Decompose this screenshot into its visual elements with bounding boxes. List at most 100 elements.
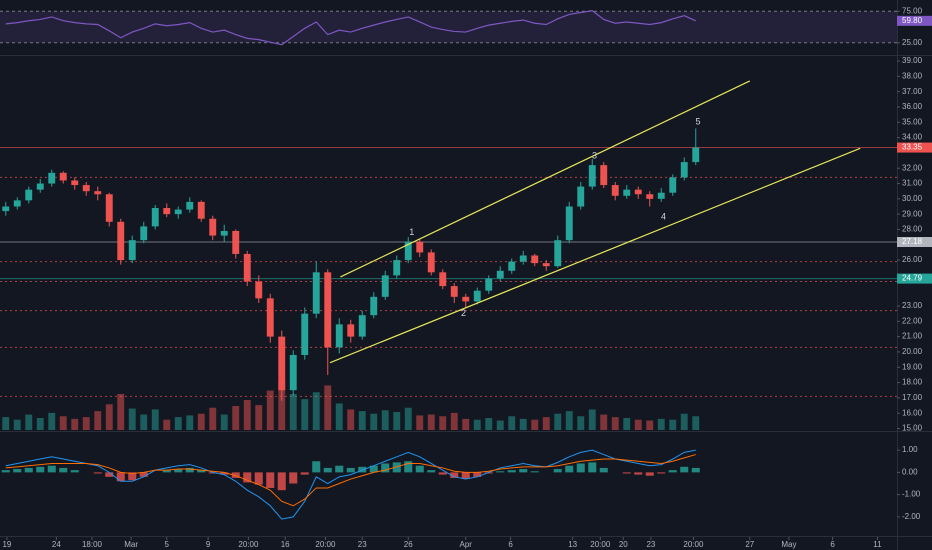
histogram-bar xyxy=(346,467,355,473)
x-tick-label: 20:00 xyxy=(315,540,336,549)
histogram-bar xyxy=(208,472,217,474)
candle-body xyxy=(669,177,677,193)
histogram-bar xyxy=(565,465,574,473)
histogram-bar xyxy=(369,465,378,473)
histogram-bar xyxy=(220,472,229,475)
histogram-bar xyxy=(392,462,401,473)
candle-body xyxy=(151,208,159,227)
histogram-bar xyxy=(174,469,183,473)
volume-bar xyxy=(565,411,573,430)
y-tick-label: 36.00 xyxy=(902,102,923,111)
y-tick-label: 16.00 xyxy=(902,408,923,417)
volume-bar xyxy=(94,411,102,430)
volume-bar xyxy=(531,419,539,430)
histogram-bar xyxy=(634,472,643,475)
candle-body xyxy=(174,209,182,215)
candle-body xyxy=(588,165,596,187)
volume-bar xyxy=(289,394,297,430)
candle-body xyxy=(370,296,378,316)
y-tick-label: 75.00 xyxy=(902,6,923,15)
histogram-bar xyxy=(24,467,33,473)
candle-body xyxy=(473,290,481,302)
volume-bar xyxy=(381,410,389,430)
y-tick-label: 31.00 xyxy=(902,179,923,188)
histogram-bar xyxy=(427,470,436,473)
histogram-bar xyxy=(450,472,459,478)
candle-body xyxy=(450,286,458,297)
histogram-bar xyxy=(461,472,470,480)
histogram-bar xyxy=(70,470,79,473)
candle-body xyxy=(324,272,332,348)
candle-body xyxy=(94,191,102,195)
candle-body xyxy=(347,324,355,337)
volume-bar xyxy=(105,404,113,430)
rsi-line xyxy=(5,10,696,46)
candle-body xyxy=(243,253,251,282)
volume-bar xyxy=(324,385,332,430)
candle-body xyxy=(508,261,516,271)
y-tick-label: 30.00 xyxy=(902,194,923,203)
histogram-bar xyxy=(231,472,240,478)
x-tick-label: 13 xyxy=(568,540,577,549)
y-tick-label: 25.00 xyxy=(902,38,923,47)
histogram-bar xyxy=(116,472,125,482)
histogram-bar xyxy=(254,472,263,485)
volume-bar xyxy=(473,419,481,430)
candle-body xyxy=(335,324,343,348)
volume-bar xyxy=(485,418,493,430)
volume-bar xyxy=(209,407,217,430)
candle-body xyxy=(186,201,194,210)
macd-line xyxy=(5,449,696,520)
histogram-bar xyxy=(197,470,206,473)
x-tick-label: 11 xyxy=(873,540,882,549)
price-tag xyxy=(897,237,932,248)
histogram-bar xyxy=(47,465,56,473)
candle-body xyxy=(289,354,297,391)
trendline xyxy=(329,147,861,364)
y-tick-label: 26.00 xyxy=(902,255,923,264)
volume-bar xyxy=(600,414,608,430)
candle-body xyxy=(59,172,67,181)
volume-bar xyxy=(416,415,424,430)
candle-body xyxy=(577,186,585,207)
histogram-bar xyxy=(415,465,424,473)
histogram-bar xyxy=(36,466,45,473)
candle-body xyxy=(646,194,654,199)
y-tick-label: 37.00 xyxy=(902,87,923,96)
candle-body xyxy=(25,189,33,201)
x-tick-label: 20:00 xyxy=(683,540,704,549)
y-tick-label: -2.00 xyxy=(902,512,921,521)
y-tick-label: 15.00 xyxy=(902,424,923,433)
y-tick-label: 35.00 xyxy=(902,117,923,126)
price-tag xyxy=(897,273,932,284)
volume-bar xyxy=(59,416,67,430)
price-tag xyxy=(897,15,932,26)
histogram-bar xyxy=(312,461,321,473)
histogram-bar xyxy=(438,472,447,475)
volume-bar xyxy=(542,417,550,430)
candle-body xyxy=(611,185,619,196)
candle-body xyxy=(519,255,527,262)
volume-bar xyxy=(71,418,79,430)
y-tick-label: 19.00 xyxy=(902,362,923,371)
y-tick-label: 1.00 xyxy=(902,445,918,454)
x-tick-label: 5 xyxy=(165,540,170,549)
volume-bar xyxy=(554,413,562,430)
volume-bar xyxy=(588,409,596,430)
volume-bar xyxy=(128,408,136,430)
candle-body xyxy=(657,192,665,199)
volume-bar xyxy=(347,409,355,430)
wave-label: 5 xyxy=(696,117,701,127)
y-tick-label: 18.00 xyxy=(902,378,923,387)
y-tick-label: 38.00 xyxy=(902,71,923,80)
y-tick-label: 21.00 xyxy=(902,332,923,341)
candle-body xyxy=(105,194,113,222)
histogram-bar xyxy=(323,467,332,473)
histogram-bar xyxy=(588,462,597,473)
volume-bar xyxy=(439,416,447,430)
x-tick-label: 20:00 xyxy=(590,540,611,549)
histogram-bar xyxy=(576,463,585,473)
candle-body xyxy=(680,162,688,178)
volume-bar xyxy=(13,419,21,430)
candle-body xyxy=(255,281,263,299)
